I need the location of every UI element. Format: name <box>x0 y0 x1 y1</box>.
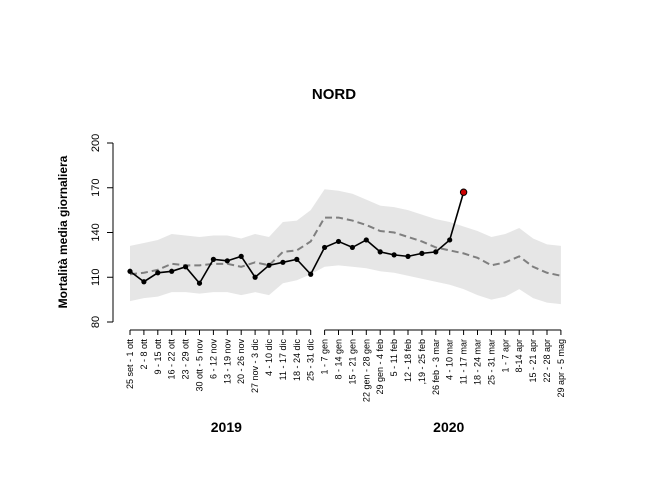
x-tick-label: 27 nov - 3 dic <box>250 339 260 394</box>
x-tick-label: 9 - 15 ott <box>153 339 163 375</box>
x-tick-label: 2 - 8 ott <box>139 339 149 370</box>
observed-point <box>363 237 369 243</box>
y-tick-label: 80 <box>90 316 102 328</box>
observed-point <box>224 258 230 264</box>
observed-point <box>141 279 147 285</box>
observed-point <box>419 250 425 256</box>
x-tick-label: 25 - 31 dic <box>306 339 316 382</box>
x-tick-label: 8-14 apr <box>514 339 524 373</box>
range-band <box>130 189 561 305</box>
y-tick-label: 110 <box>90 268 102 286</box>
observed-point <box>335 238 342 245</box>
x-tick-label: 1 - 7 gen <box>320 339 330 375</box>
x-tick-label: 11 - 17 mar <box>459 339 469 384</box>
x-tick-label: 23 - 29 ott <box>181 339 191 380</box>
observed-point <box>155 270 161 276</box>
x-tick-label: 18 - 24 mar <box>473 339 483 385</box>
x-tick-label: 8 - 14 gen <box>334 339 344 380</box>
observed-point <box>238 253 244 259</box>
x-tick-label: 6 - 12 nov <box>208 339 218 380</box>
observed-point <box>280 259 286 265</box>
year-label: 2020 <box>433 419 464 435</box>
x-tick-label: 25 - 31 mar <box>486 339 496 385</box>
observed-point <box>433 249 439 255</box>
observed-point <box>266 262 272 268</box>
x-tick-label: 26 feb - 3 mar <box>431 339 441 395</box>
observed-point <box>196 280 203 286</box>
observed-point <box>405 253 411 259</box>
observed-point <box>294 256 300 262</box>
x-tick-label: 11 - 17 dic <box>278 339 288 381</box>
observed-point <box>169 268 175 274</box>
y-tick-label: 200 <box>90 134 102 152</box>
x-tick-label: 5 - 11 feb <box>389 339 399 376</box>
x-tick-label: 1 - 7 apr <box>500 339 510 373</box>
x-tick-label: 4 - 10 dic <box>264 339 274 377</box>
x-tick-label: 22 - 28 apr <box>542 339 552 383</box>
x-tick-label: 15 - 21 gen <box>347 339 357 385</box>
x-tick-label: 29 apr - 5 mag <box>556 339 566 398</box>
y-tick-label: 170 <box>90 179 102 197</box>
observed-point <box>349 244 355 251</box>
observed-point <box>391 252 397 258</box>
observed-point <box>322 244 328 251</box>
observed-point <box>252 274 258 280</box>
observed-point <box>183 264 189 270</box>
year-labels: 2019 2020 <box>211 419 465 435</box>
x-axis: 25 set - 1 ott 2 - 8 ott 9 - 15 ott 16 - 22… <box>125 329 566 402</box>
x-tick-label: 30 ott - 5 nov <box>195 339 205 392</box>
year-label: 2019 <box>211 419 242 435</box>
y-tick-label: 140 <box>90 223 102 241</box>
observed-point <box>308 271 314 277</box>
x-tick-label: 20 - 26 nov <box>236 339 246 385</box>
range-band-area <box>130 189 561 305</box>
expected-line <box>129 216 562 277</box>
x-tick-label: 25 set - 1 ott <box>125 339 135 390</box>
x-tick-label: 18 - 24 dic <box>292 339 302 382</box>
x-tick-label: 12 - 18 feb <box>403 339 413 382</box>
observed-point <box>210 256 216 262</box>
observed-series <box>127 188 468 286</box>
observed-point-highlight <box>459 188 468 196</box>
chart-title: NORD <box>312 86 356 103</box>
x-tick-label: 29 gen - 4 feb <box>375 339 385 395</box>
y-axis-label: Mortalità media giornaliera <box>56 155 70 308</box>
x-tick-label: 22 gen - 28 gen <box>361 339 371 402</box>
expected-series <box>129 216 562 277</box>
x-tick-label: 16 - 22 ott <box>167 339 177 380</box>
observed-point <box>377 249 383 255</box>
observed-point <box>127 268 133 274</box>
x-tick-label: ,19 - 25 feb <box>417 339 427 385</box>
observed-point <box>447 237 453 243</box>
y-axis: 80 110 140 170 200 <box>90 134 114 328</box>
x-tick-label: 13 - 19 nov <box>222 339 232 385</box>
x-tick-label: 4 - 10 mar <box>445 339 455 380</box>
x-tick-label: 15 - 21 apr <box>528 339 538 383</box>
